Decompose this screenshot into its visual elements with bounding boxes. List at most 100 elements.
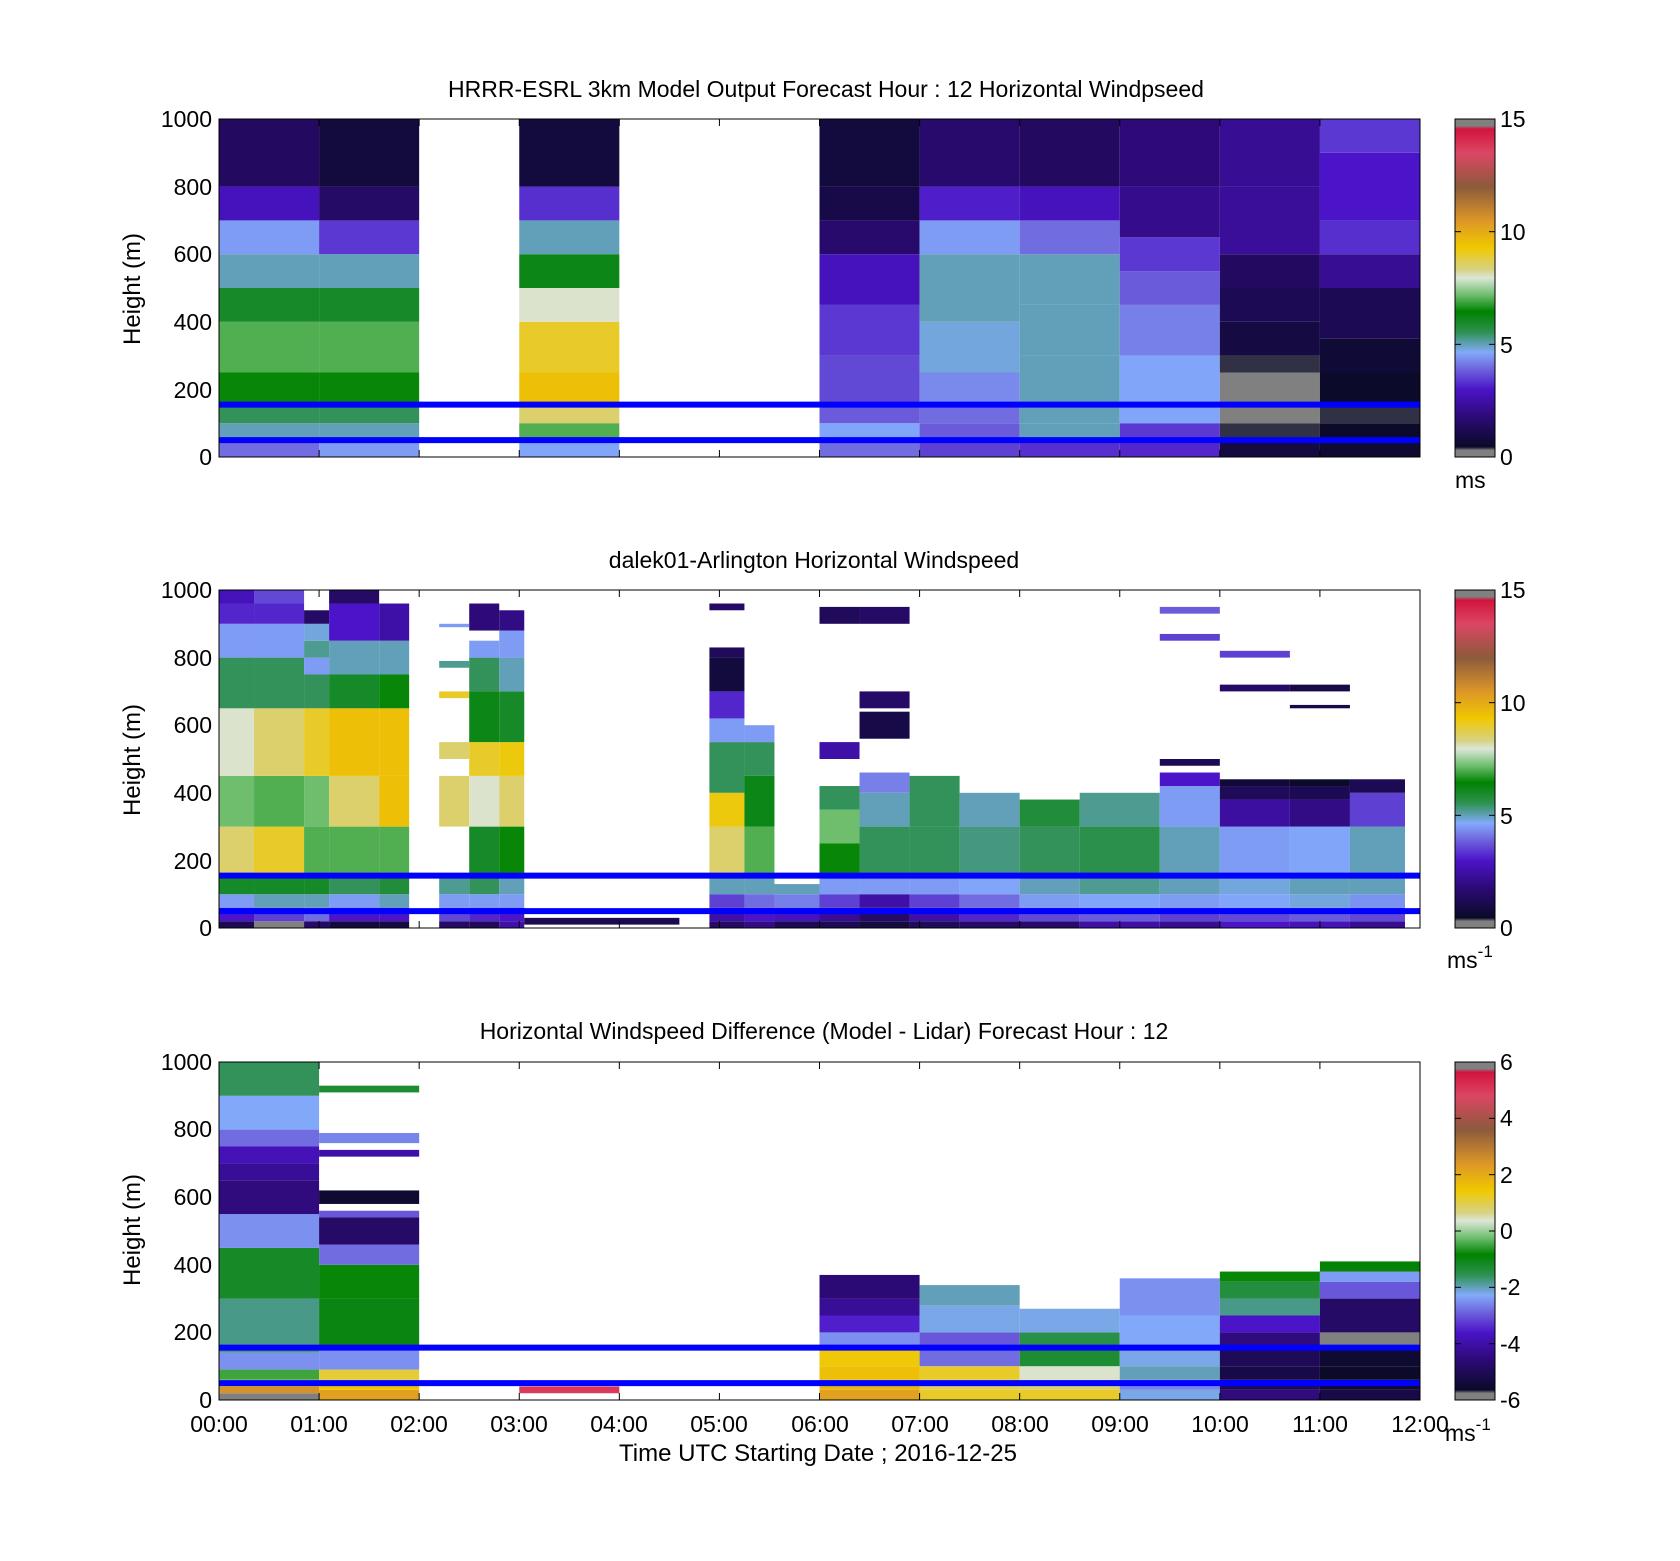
heatmap-cell (1219, 826, 1290, 878)
heatmap-cell (254, 921, 305, 928)
heatmap-cell (219, 921, 255, 928)
heatmap-cell (819, 119, 920, 187)
y-tick-label: 800 (174, 174, 212, 200)
y-tick-label: 800 (174, 1116, 212, 1142)
heatmap-cell (1219, 1366, 1320, 1380)
heatmap-cell (379, 674, 410, 709)
y-tick-label: 400 (174, 780, 212, 806)
heatmap-cell (469, 657, 500, 692)
heatmap-cell (319, 119, 420, 187)
heatmap-cell (1219, 372, 1320, 403)
colorbar-tick-label: 0 (1500, 444, 1513, 470)
heatmap-cell (819, 186, 920, 221)
colorbar-gradient-difference (1454, 1061, 1496, 1401)
heatmap-cell (1219, 1298, 1320, 1316)
heatmap-cell (1019, 186, 1120, 221)
heatmap-cell (1119, 1366, 1220, 1380)
heatmap-cell (1019, 1349, 1120, 1367)
heatmap-cell (1319, 254, 1420, 288)
heatmap-cell (254, 894, 305, 908)
heatmap-cell (1319, 1389, 1420, 1400)
heatmap-cell (1159, 633, 1220, 641)
heatmap-cell (1159, 826, 1220, 878)
heatmap-cell (1119, 440, 1220, 457)
heatmap-cells-model (219, 119, 1420, 457)
y-tick-label: 400 (174, 1252, 212, 1278)
heatmap-cell (1219, 1315, 1320, 1333)
heatmap-cell (329, 590, 380, 604)
heatmap-cell (379, 708, 410, 776)
heatmap-cell (319, 321, 420, 373)
heatmap-cell (1019, 826, 1080, 878)
heatmap-cell (219, 1062, 320, 1096)
heatmap-cell (859, 792, 910, 827)
heatmap-cell (219, 220, 320, 255)
heatmap-cell (1319, 1271, 1420, 1282)
heatmap-cell (519, 186, 620, 221)
heatmap-cell (819, 402, 920, 424)
heatmap-cell (1119, 355, 1220, 403)
heatmap-cell (1119, 1349, 1220, 1367)
heatmap-cell (219, 1146, 320, 1164)
panel-title-difference: Horizontal Windspeed Difference (Model -… (480, 1018, 1169, 1044)
y-tick-label: 1000 (161, 106, 212, 132)
heatmap-cell (1019, 304, 1120, 356)
heatmap-cell (1019, 799, 1080, 827)
heatmap-cell (1019, 220, 1120, 255)
heatmap-cell (329, 775, 380, 827)
heatmap-cell (219, 826, 255, 878)
x-tick-label: 00:00 (190, 1411, 248, 1437)
x-tick-label: 08:00 (991, 1411, 1049, 1437)
heatmap-cell (819, 1274, 920, 1299)
heatmap-cell (1019, 1308, 1120, 1333)
heatmap-cell (304, 877, 330, 895)
y-tick-label: 0 (199, 444, 212, 470)
heatmap-cell (1319, 338, 1420, 373)
heatmap-cell (1219, 321, 1320, 356)
heatmap-cell (499, 742, 525, 776)
heatmap-cell (219, 288, 320, 322)
heatmap-cell (909, 826, 960, 878)
heatmap-cell (219, 423, 320, 441)
heatmap-cell (219, 1095, 320, 1130)
heatmap-cell (819, 1389, 920, 1400)
heatmap-cell (919, 1285, 1020, 1306)
x-tick-label: 12:00 (1391, 1411, 1449, 1437)
y-tick-label: 1000 (161, 1049, 212, 1075)
heatmap-cell (1219, 119, 1320, 187)
heatmap-cell (219, 894, 255, 908)
heatmap-cell (379, 775, 410, 827)
heatmap-cell (439, 877, 470, 895)
heatmap-cell (959, 921, 1020, 928)
heatmap-cell (774, 884, 820, 895)
heatmap-cell (439, 742, 470, 759)
x-tick-label: 01:00 (290, 1411, 348, 1437)
heatmap-cell (1159, 786, 1220, 827)
heatmap-cell (219, 603, 255, 624)
heatmap-cell (439, 623, 470, 628)
y-tick-label: 600 (174, 241, 212, 267)
heatmap-cell (1319, 152, 1420, 221)
y-tick-label: 200 (174, 377, 212, 403)
heatmap-cell (499, 921, 525, 928)
heatmap-cell (1289, 779, 1350, 787)
heatmap-cell (1159, 606, 1220, 614)
heatmap-cell (744, 826, 775, 878)
heatmap-cell (319, 1085, 420, 1093)
colorbar-unit-text: ms (1447, 947, 1478, 973)
heatmap-cell (1119, 237, 1220, 272)
panel-title-model: HRRR-ESRL 3km Model Output Forecast Hour… (448, 76, 1204, 102)
heatmap-cell (744, 725, 775, 743)
heatmap-cell (519, 402, 620, 424)
heatmap-cell (859, 826, 910, 878)
heatmap-cell (499, 826, 525, 878)
heatmap-cell (254, 623, 305, 658)
heatmap-cell (219, 1298, 320, 1353)
heatmap-cell (319, 1149, 420, 1157)
heatmap-cell (819, 606, 860, 624)
heatmap-cell (319, 1349, 420, 1370)
x-tick-label: 04:00 (590, 1411, 648, 1437)
heatmap-cell (469, 877, 500, 895)
heatmap-cell (919, 186, 1020, 221)
heatmap-cell (219, 775, 255, 827)
